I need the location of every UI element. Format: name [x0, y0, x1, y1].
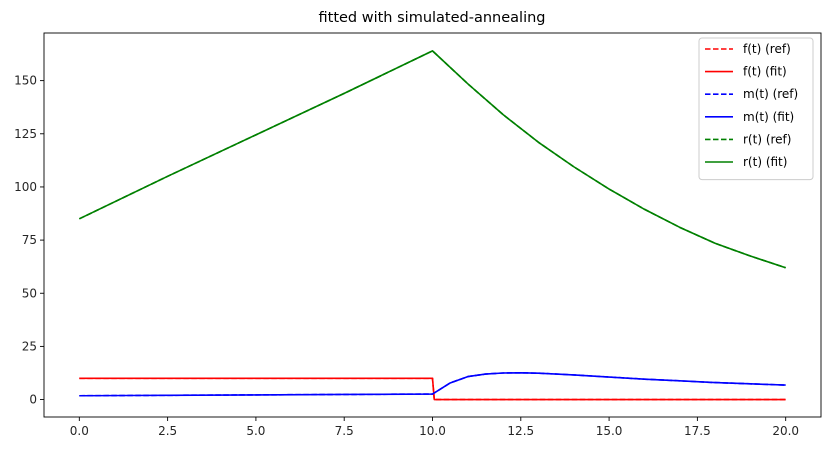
series-line-4 [79, 371, 786, 397]
legend: f(t) (ref) f(t) (fit) m(t) (ref) m(t) (fit)… [698, 37, 814, 181]
legend-label: r(t) (fit) [743, 155, 787, 169]
legend-label: m(t) (ref) [743, 87, 798, 101]
chart-title: fitted with simulated-annealing [319, 10, 546, 26]
y-tick-label: 25 [22, 339, 37, 353]
x-tick-label: 10.0 [419, 424, 446, 438]
legend-box [698, 37, 814, 181]
x-tick-label: 7.5 [335, 424, 354, 438]
x-tick-label: 0.0 [70, 424, 89, 438]
legend-label: r(t) (ref) [743, 132, 791, 146]
series-line-6 [78, 50, 786, 269]
x-tick-label: 15.0 [596, 424, 623, 438]
legend-label: m(t) (fit) [743, 110, 794, 124]
legend-label: f(t) (ref) [743, 42, 791, 56]
plot-area [78, 50, 786, 401]
y-tick-label: 0 [29, 393, 37, 407]
y-tick-label: 50 [22, 286, 37, 300]
y-tick-label: 75 [22, 233, 37, 247]
y-tick-label: 150 [14, 74, 37, 88]
x-tick-label: 12.5 [507, 424, 534, 438]
x-tick-label: 2.5 [158, 424, 177, 438]
y-tick-label: 125 [14, 127, 37, 141]
x-tick-label: 20.0 [772, 424, 799, 438]
x-tick-label: 5.0 [246, 424, 265, 438]
y-tick-label: 100 [14, 180, 37, 194]
axes: 0.0 2.5 5.0 7.5 10.0 12.5 15.0 17.5 20.0 0 25 50 75 1… [14, 32, 822, 438]
series-line-2 [79, 377, 786, 401]
x-tick-label: 17.5 [684, 424, 711, 438]
legend-label: f(t) (fit) [743, 65, 787, 79]
